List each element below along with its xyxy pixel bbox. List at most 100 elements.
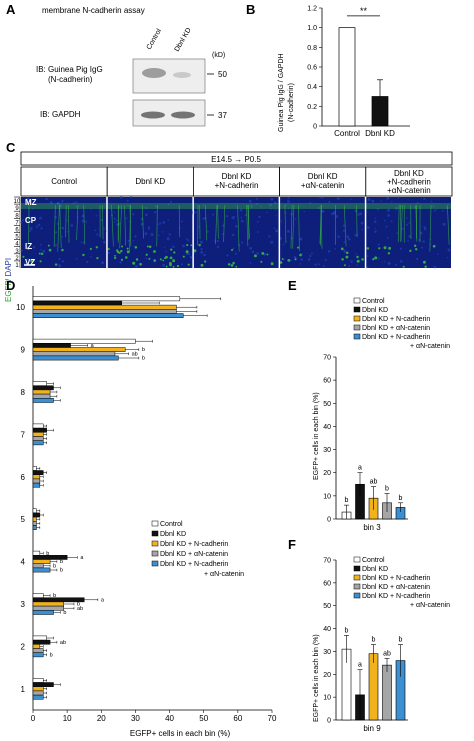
microscopy-panels: Control Dbnl KD Dbnl KD +N-cadherin Dbnl KD +… (20, 166, 453, 269)
c-fiber (247, 204, 250, 239)
d-annotation: ab (77, 606, 83, 612)
legend-e: Control Dbnl KD Dbnl KD + N-cadherin Dbn… (353, 297, 450, 350)
c-dapi-speck (212, 213, 215, 216)
c-dapi-speck (107, 251, 110, 254)
e-ylabel: EGFP+ cells in each bin (%) (313, 392, 320, 480)
c-iz-cell (40, 252, 44, 256)
c-iz-cell (232, 261, 235, 265)
c-image-4 (365, 197, 451, 268)
c-iz-cell (409, 249, 412, 253)
d-annotation: a (91, 343, 95, 349)
e-ytick-label: 70 (323, 355, 331, 362)
c-dapi-speck (61, 226, 65, 230)
d-cat-label: 10 (16, 303, 25, 312)
c-dapi-speck (390, 200, 393, 203)
c-dapi-speck (356, 264, 358, 266)
c-dapi-speck (61, 260, 65, 263)
c-dapi-speck (193, 252, 196, 254)
c-iz-cell (366, 247, 370, 250)
c-dapi-speck (413, 206, 416, 209)
c-dapi-speck (422, 240, 425, 243)
d-bar (32, 563, 44, 569)
blot2-label: IB: GAPDH (40, 110, 81, 119)
c-iz-cell (176, 264, 180, 268)
c-dapi-speck (383, 219, 386, 222)
blot-ncadherin (132, 58, 206, 94)
c-image-0 (21, 197, 107, 268)
c-dapi-speck (257, 231, 259, 233)
c-dapi-speck (327, 250, 331, 253)
c-dapi-speck (113, 221, 116, 223)
c-dapi-speck (285, 203, 287, 206)
c-dapi-speck (387, 261, 391, 265)
c-dapi-speck (377, 257, 380, 260)
c-fiber (65, 204, 67, 238)
c-dapi-speck (273, 201, 277, 205)
c-dapi-speck (167, 203, 170, 206)
c-dapi-speck (172, 245, 174, 248)
legend-d-dbnl: Dbnl KD (160, 531, 186, 538)
c-dapi-speck (270, 198, 274, 201)
c-dapi-speck (374, 230, 377, 233)
d-bar (32, 482, 41, 488)
f-letter: b (345, 627, 349, 634)
c-dapi-speck (162, 231, 164, 233)
c-iz-cell (415, 248, 418, 251)
legend-e-swatch-control (353, 297, 361, 304)
c-iz-cell (146, 245, 149, 248)
c-dapi-speck (303, 210, 306, 213)
c-iz-cell (135, 258, 139, 261)
c-iz-cell (432, 244, 436, 248)
c-dapi-speck (103, 227, 105, 230)
c-dapi-speck (309, 254, 312, 258)
c-dapi-speck (446, 256, 449, 259)
d-xtick-label: 0 (31, 714, 36, 723)
c-fiber (59, 204, 62, 248)
d-bar (32, 644, 41, 649)
c-dapi-speck (397, 196, 400, 199)
c-dapi-speck (255, 197, 258, 200)
c-iz-cell (172, 259, 176, 263)
c-dapi-speck (58, 264, 62, 268)
c-dapi-speck (134, 235, 137, 238)
gapdh-band-control (141, 111, 165, 119)
d-bar (32, 635, 47, 641)
c-dapi-speck (144, 232, 148, 236)
c-iz-cell (172, 265, 175, 268)
d-bar (32, 508, 37, 514)
c-dapi-speck (135, 265, 138, 268)
c-dapi-speck (287, 229, 290, 233)
c-dapi-speck (324, 259, 327, 262)
c-dapi-speck (75, 205, 77, 208)
c-iz-cell (95, 246, 98, 249)
d-xtick-label: 10 (63, 714, 72, 723)
d-bar (32, 304, 177, 310)
c-dapi-speck (299, 237, 303, 241)
c-fiber (53, 204, 56, 247)
c-dapi-speck (157, 223, 160, 226)
d-annotation: b (60, 568, 63, 574)
c-iz-cell (383, 246, 387, 250)
e-letter: b (399, 495, 403, 502)
c-dapi-speck (256, 252, 259, 255)
d-bar (32, 436, 44, 441)
c-dapi-speck (145, 213, 148, 217)
c-dapi-speck (374, 227, 377, 230)
c-bin-label: 8 (15, 213, 19, 219)
c-dapi-speck (287, 207, 290, 210)
c-iz-cell (89, 247, 93, 251)
c-dapi-speck (357, 213, 360, 216)
c-iz-cell (121, 245, 124, 248)
c-dapi-speck (61, 236, 64, 238)
c-dapi-speck (433, 265, 437, 269)
c-dapi-speck (343, 241, 346, 243)
c-iz-cell (261, 252, 265, 255)
b-ytick-label: 0.8 (307, 45, 317, 52)
c-dapi-speck (408, 235, 412, 238)
blot-band-control (142, 68, 166, 78)
c-dapi-speck (299, 262, 301, 265)
c-iz-cell (30, 259, 34, 263)
gapdh-band-dbnl (171, 111, 195, 119)
c-dapi-speck (168, 233, 171, 236)
